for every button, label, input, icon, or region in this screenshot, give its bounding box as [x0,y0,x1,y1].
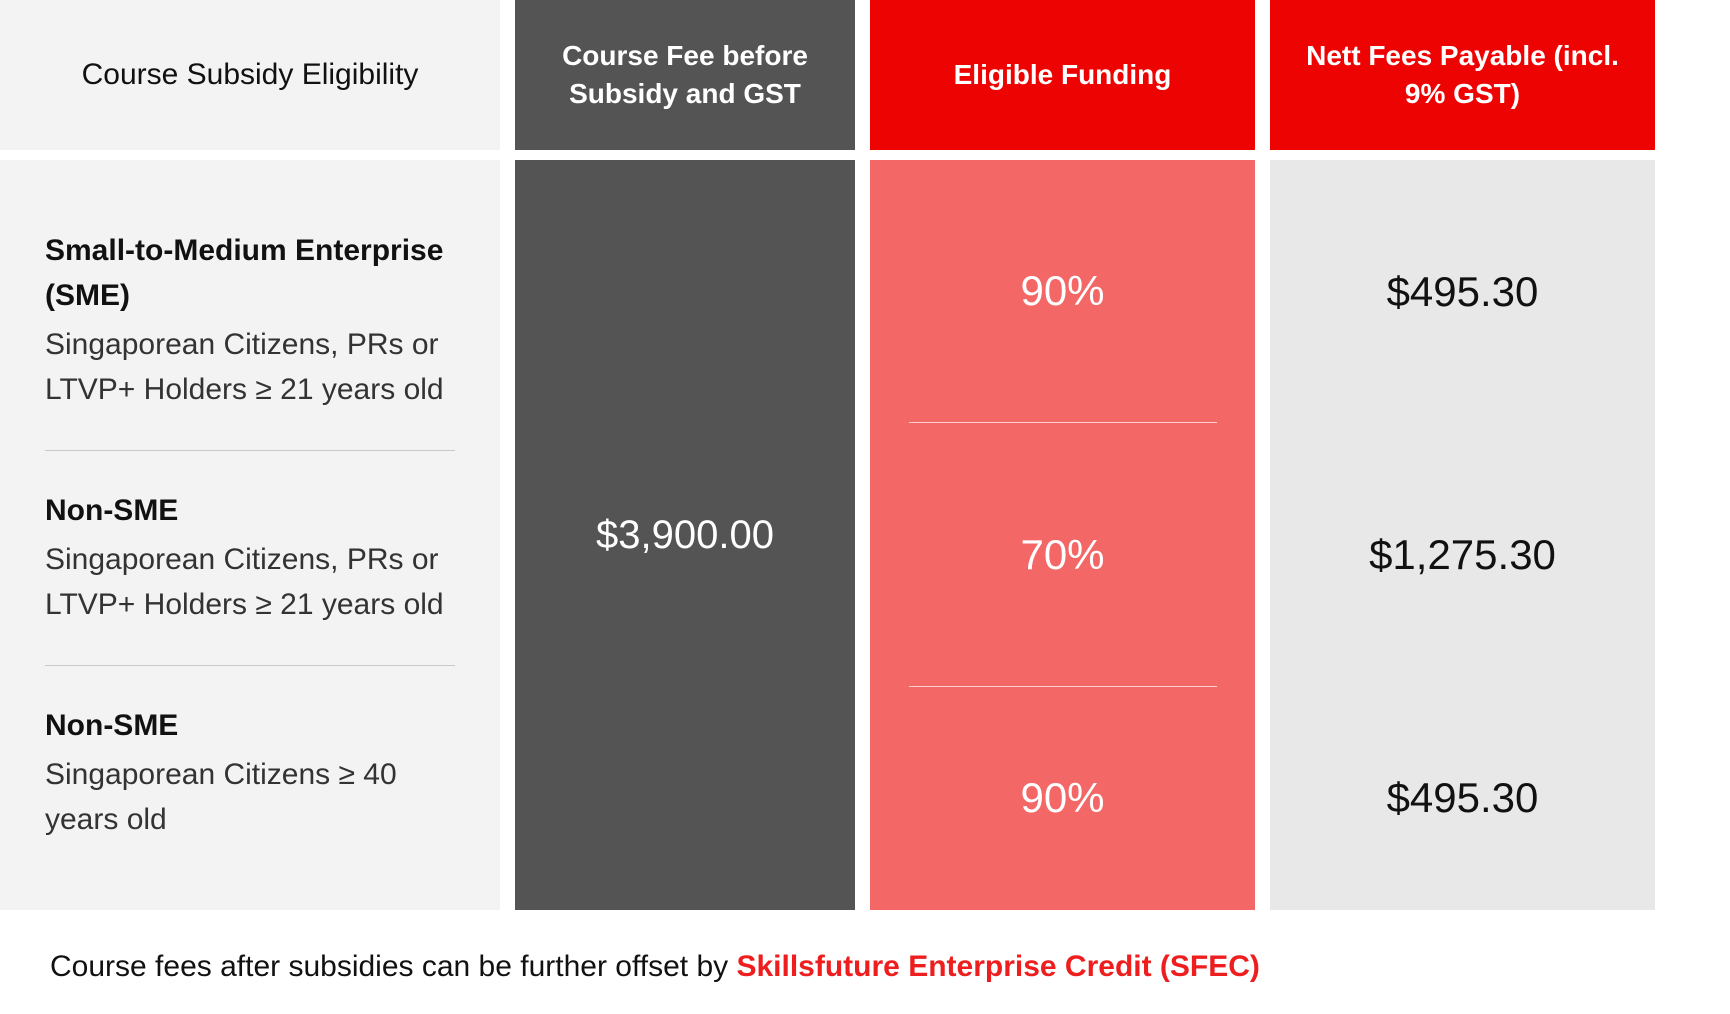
eligibility-title-bold: Non-SME [45,494,178,527]
eligibility-block: Small-to-Medium Enterprise (SME) Singapo… [45,200,455,440]
eligibility-title: Small-to-Medium Enterprise (SME) [45,228,455,318]
column-gap [855,160,870,910]
funding-stack: 90% 70% 90% [870,160,1255,910]
course-fee-value: $3,900.00 [596,513,774,558]
header-fee: Course Fee before Subsidy and GST [515,0,855,150]
footer-highlight: Skillsfuture Enterprise Credit (SFEC) [736,950,1259,983]
nett-stack: $495.30 $1,275.30 $495.30 [1270,160,1655,910]
eligibility-divider [45,450,455,451]
subsidy-table: Course Subsidy Eligibility Course Fee be… [0,0,1730,1014]
eligibility-title: Non-SME [45,488,455,533]
header-row: Course Subsidy Eligibility Course Fee be… [0,0,1730,150]
header-eligibility: Course Subsidy Eligibility [0,0,500,150]
eligibility-title-bold: Non-SME [45,709,178,742]
body-row: Small-to-Medium Enterprise (SME) Singapo… [0,160,1730,910]
nett-cell: $1,275.30 [1270,423,1655,686]
eligibility-subtitle: Singaporean Citizens, PRs or LTVP+ Holde… [45,537,455,627]
column-gap [500,0,515,150]
column-gap [1255,160,1270,910]
eligibility-divider [45,665,455,666]
column-gap [855,0,870,150]
funding-cell: 90% [870,160,1255,422]
footer-note: Course fees after subsidies can be furth… [0,910,1730,1014]
column-gap [500,160,515,910]
eligibility-subtitle: Singaporean Citizens, PRs or LTVP+ Holde… [45,322,455,412]
eligibility-title: Non-SME [45,703,455,748]
eligibility-block: Non-SME Singaporean Citizens ≥ 40 years … [45,675,455,870]
footer-prefix: Course fees after subsidies can be furth… [50,950,736,983]
eligibility-block: Non-SME Singaporean Citizens, PRs or LTV… [45,460,455,655]
header-funding: Eligible Funding [870,0,1255,150]
nett-column: $495.30 $1,275.30 $495.30 [1270,160,1655,910]
eligibility-column: Small-to-Medium Enterprise (SME) Singapo… [0,160,500,910]
course-fee-cell: $3,900.00 [515,160,855,910]
nett-cell: $495.30 [1270,686,1655,910]
header-nett: Nett Fees Payable (incl. 9% GST) [1270,0,1655,150]
row-gap [0,150,1730,160]
eligibility-subtitle: Singaporean Citizens ≥ 40 years old [45,752,455,842]
funding-cell: 70% [870,423,1255,685]
nett-cell: $495.30 [1270,160,1655,423]
funding-column: 90% 70% 90% [870,160,1255,910]
column-gap [1255,0,1270,150]
funding-cell: 90% [870,687,1255,910]
